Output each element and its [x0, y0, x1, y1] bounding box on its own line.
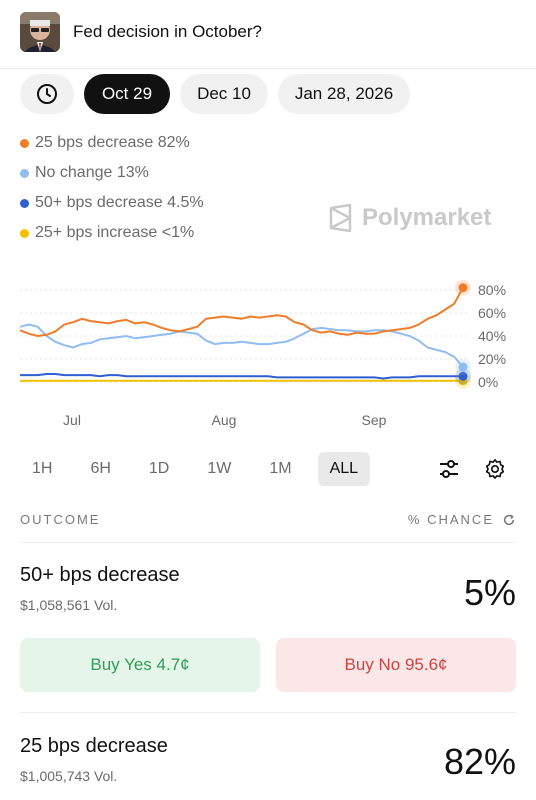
x-tick-label: Sep	[362, 412, 387, 428]
history-button[interactable]	[20, 74, 74, 114]
legend-dot	[20, 198, 29, 208]
row-divider	[20, 712, 516, 713]
outcome-chance: 82%	[443, 741, 516, 782]
y-tick-label: 40%	[478, 328, 506, 344]
legend-dot	[20, 168, 29, 178]
outcome-volume: $1,058,561 Vol.	[20, 597, 118, 613]
chart-series	[19, 287, 464, 382]
legend-item: 50+ bps decrease 4.5%	[20, 188, 204, 218]
range-1w[interactable]: 1W	[207, 460, 232, 477]
outcome-row[interactable]: 25 bps decrease $1,005,743 Vol. 82%	[20, 735, 516, 784]
legend-dot	[20, 228, 29, 238]
settings-button[interactable]	[484, 458, 506, 485]
chart-legend: 25 bps decrease 82% No change 13% 50+ bp…	[20, 128, 204, 248]
series-endpoint	[458, 283, 468, 293]
polymarket-watermark: Polymarket	[328, 204, 491, 232]
chart-settings-button[interactable]	[438, 458, 460, 485]
market-title: Fed decision in October?	[73, 22, 262, 41]
date-chip-oct-29[interactable]: Oct 29	[84, 74, 170, 114]
series-line	[19, 287, 464, 337]
series-endpoint	[458, 362, 468, 372]
x-tick-label: Aug	[212, 412, 237, 428]
gear-icon	[485, 459, 505, 479]
date-chip-row: Oct 29 Dec 10 Jan 28, 2026	[20, 74, 410, 114]
y-tick-label: 20%	[478, 351, 506, 367]
avatar-image	[20, 12, 60, 52]
sliders-icon	[440, 460, 458, 478]
y-tick-label: 60%	[478, 305, 506, 321]
date-chip-jan-28[interactable]: Jan 28, 2026	[278, 74, 410, 114]
chance-column-label: % CHANCE	[407, 512, 494, 527]
range-1d[interactable]: 1D	[148, 460, 170, 477]
series-line	[19, 323, 464, 368]
legend-item: 25 bps decrease 82%	[20, 128, 204, 158]
legend-item: No change 13%	[20, 158, 204, 188]
legend-dot	[20, 138, 29, 148]
outcome-table-header: OUTCOME % CHANCE	[20, 512, 516, 543]
x-axis-ticks: Jul Aug Sep	[63, 412, 387, 428]
history-icon	[37, 84, 57, 104]
range-6h[interactable]: 6H	[90, 460, 111, 477]
outcome-row[interactable]: 50+ bps decrease $1,058,561 Vol. 5%	[20, 564, 516, 613]
legend-label: 50+ bps decrease 4.5%	[35, 194, 204, 211]
range-all[interactable]: ALL	[317, 452, 371, 486]
outcome-volume: $1,005,743 Vol.	[20, 768, 118, 784]
chart-gridlines	[20, 289, 470, 383]
legend-label: 25+ bps increase <1%	[35, 224, 195, 241]
polymarket-logo-icon	[329, 204, 352, 232]
chart-endpoints	[455, 279, 471, 389]
outcome-chance: 5%	[463, 572, 516, 613]
outcome-name: 50+ bps decrease	[20, 564, 180, 586]
legend-item: 25+ bps increase <1%	[20, 218, 204, 248]
y-tick-label: 0%	[478, 374, 498, 390]
range-1m[interactable]: 1M	[269, 460, 292, 477]
buy-yes-button[interactable]: Buy Yes 4.7¢	[20, 638, 260, 692]
outcome-column-label: OUTCOME	[20, 512, 101, 527]
series-line	[20, 373, 463, 380]
y-axis-ticks: 80% 60% 40% 20% 0%	[478, 282, 506, 390]
market-avatar	[20, 12, 60, 52]
price-history-chart[interactable]: 80% 60% 40% 20% 0% Jul Aug Sep	[0, 270, 536, 440]
y-tick-label: 80%	[478, 282, 506, 298]
series-endpoint	[458, 371, 468, 381]
buy-no-button[interactable]: Buy No 95.6¢	[276, 638, 516, 692]
date-chip-dec-10[interactable]: Dec 10	[180, 74, 268, 114]
refresh-icon[interactable]	[502, 513, 516, 527]
x-tick-label: Jul	[63, 412, 81, 428]
brand-name: Polymarket	[362, 204, 492, 231]
chart-tools	[438, 458, 506, 485]
market-header: Fed decision in October?	[0, 0, 536, 69]
chance-column-header: % CHANCE	[408, 512, 516, 527]
time-range-selector: 1H 6H 1D 1W 1M ALL	[20, 452, 384, 486]
legend-label: 25 bps decrease 82%	[35, 134, 190, 151]
outcome-name: 25 bps decrease	[20, 735, 168, 757]
legend-label: No change 13%	[35, 164, 149, 181]
range-1h[interactable]: 1H	[32, 460, 53, 477]
